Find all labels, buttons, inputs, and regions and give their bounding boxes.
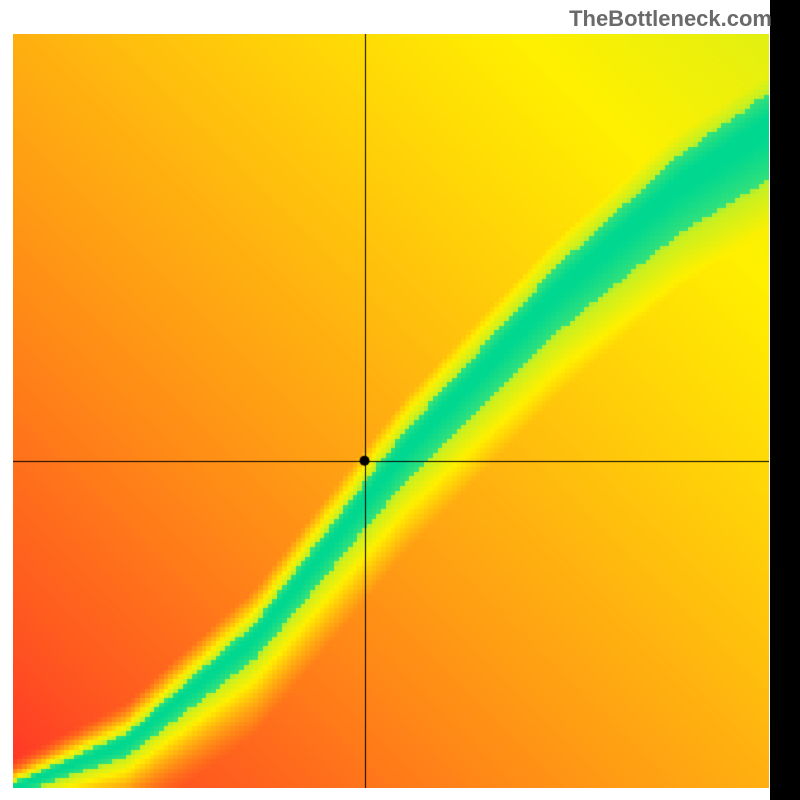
right-black-strip: [770, 0, 800, 800]
heatmap-chart: [13, 34, 769, 788]
heatmap-canvas: [13, 34, 769, 788]
watermark-text: TheBottleneck.com: [569, 6, 772, 32]
